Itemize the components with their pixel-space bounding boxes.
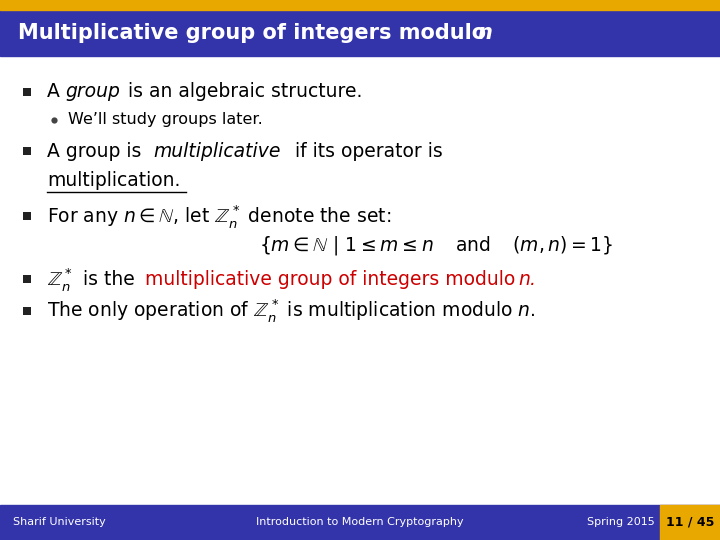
Text: Spring 2015: Spring 2015 [588,517,655,528]
Text: Sharif University: Sharif University [13,517,106,528]
Text: Multiplicative group of integers modulo: Multiplicative group of integers modulo [18,23,493,43]
Text: A: A [47,82,66,102]
Text: n: n [477,23,492,43]
Text: $\mathbb{Z}_n^*$: $\mathbb{Z}_n^*$ [47,266,73,293]
Text: We’ll study groups later.: We’ll study groups later. [68,112,263,127]
Bar [0,10,720,56]
Text: multiplication.: multiplication. [47,171,180,191]
Text: is the: is the [83,269,140,289]
Text: A group is: A group is [47,141,147,161]
Bar [660,505,720,540]
Text: Introduction to Modern Cryptography: Introduction to Modern Cryptography [256,517,464,528]
Text: 11 / 45: 11 / 45 [666,516,714,529]
Text: if its operator is: if its operator is [289,141,444,161]
Text: multiplicative: multiplicative [153,141,281,161]
Text: group: group [66,82,120,102]
Text: is an algebraic structure.: is an algebraic structure. [122,82,362,102]
Text: $n$.: $n$. [518,269,535,289]
Bar [0,505,720,540]
Text: The only operation of $\mathbb{Z}_n^*$ is multiplication modulo $n$.: The only operation of $\mathbb{Z}_n^*$ i… [47,297,536,324]
Text: For any $n \in \mathbb{N}$, let $\mathbb{Z}_n^*$ denote the set:: For any $n \in \mathbb{N}$, let $\mathbb… [47,202,391,230]
Text: $\{m \in \mathbb{N}\ |\ 1 \leq m \leq n\;\;$  and  $\;\;(m, n) = 1\}$: $\{m \in \mathbb{N}\ |\ 1 \leq m \leq n\… [259,234,613,257]
Text: multiplicative group of integers modulo: multiplicative group of integers modulo [145,269,522,289]
Bar [0,0,720,10]
